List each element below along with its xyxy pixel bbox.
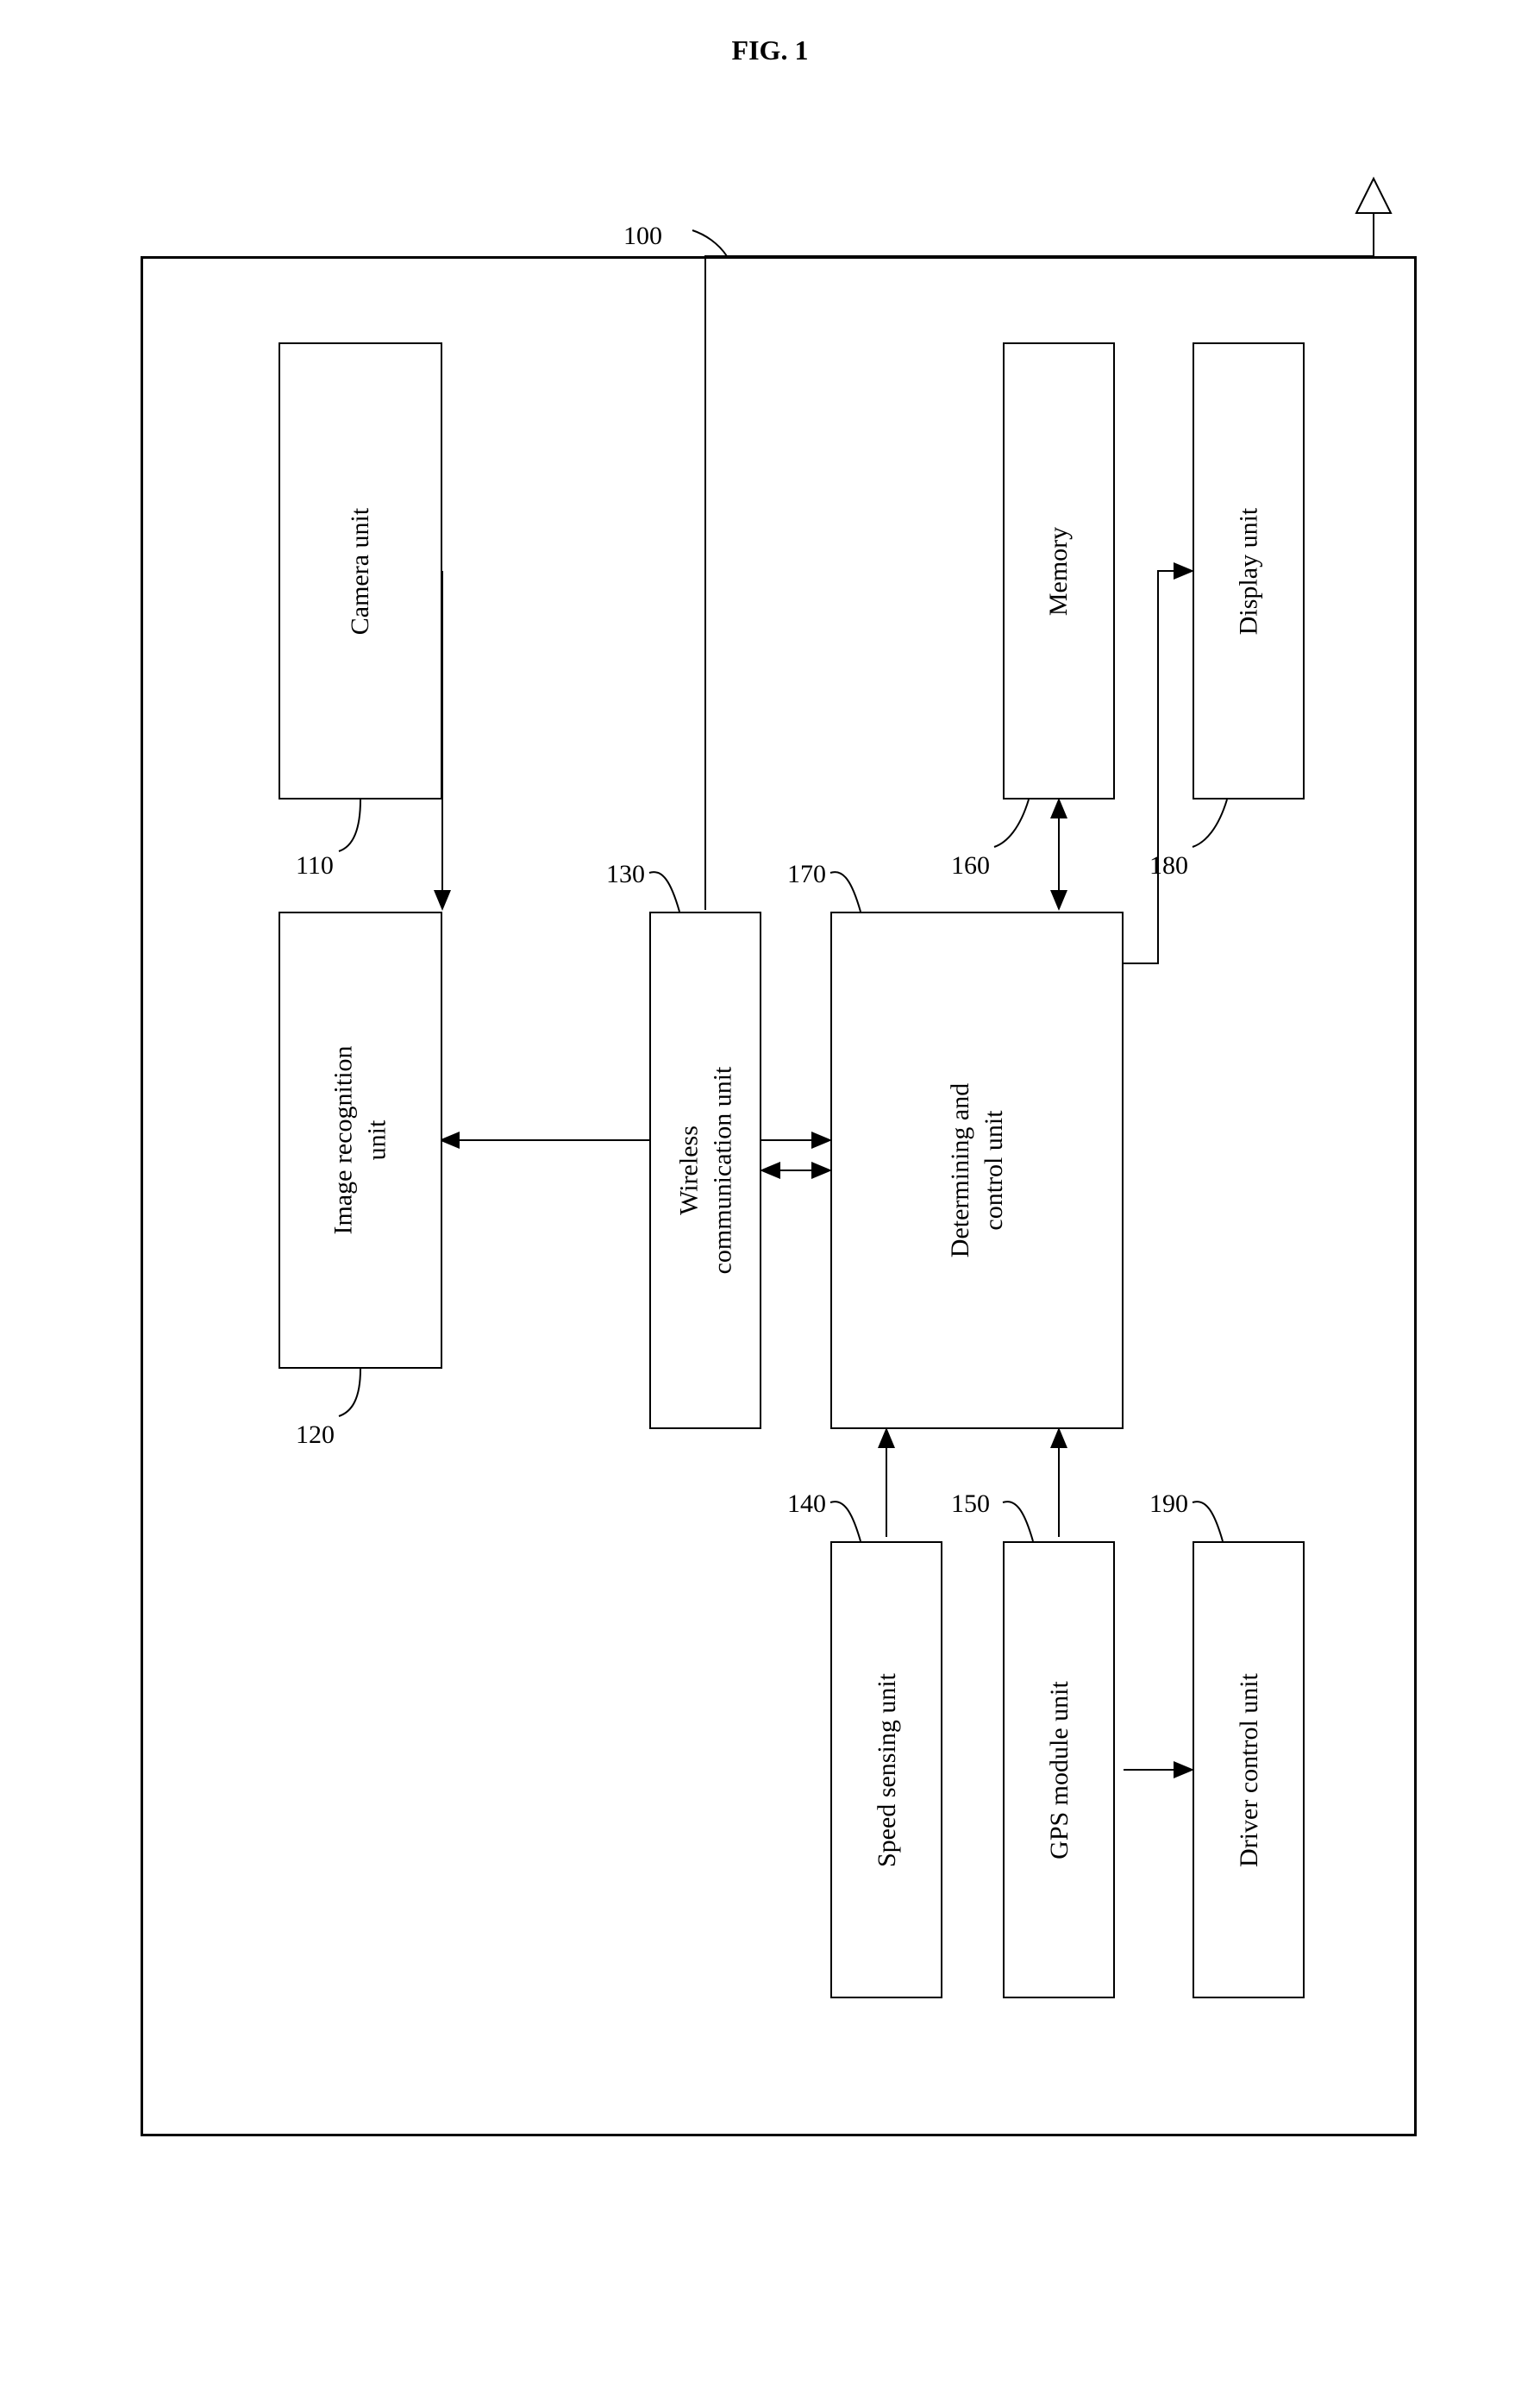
ref-label-100: 100	[623, 222, 662, 251]
node-driver: Driver control unit	[1193, 1541, 1305, 1998]
node-label-image: Image recognition unit	[327, 1045, 394, 1234]
node-memory: Memory	[1003, 342, 1115, 800]
node-label-camera: Camera unit	[343, 507, 377, 634]
node-label-driver: Driver control unit	[1232, 1673, 1266, 1867]
ref-label-130: 130	[606, 860, 645, 889]
ref-label-160: 160	[951, 851, 990, 881]
node-speed: Speed sensing unit	[830, 1541, 942, 1998]
ref-label-190: 190	[1149, 1489, 1188, 1519]
ref-label-140: 140	[787, 1489, 826, 1519]
node-wireless: Wireless communication unit	[649, 912, 761, 1429]
node-label-control: Determining and control unit	[943, 1083, 1011, 1257]
node-label-display: Display unit	[1232, 507, 1266, 635]
ref-label-170: 170	[787, 860, 826, 889]
antenna-icon	[1356, 179, 1391, 213]
node-camera: Camera unit	[279, 342, 442, 800]
node-label-wireless: Wireless communication unit	[672, 1067, 739, 1275]
ref-label-120: 120	[296, 1420, 335, 1450]
node-gps: GPS module unit	[1003, 1541, 1115, 1998]
node-control: Determining and control unit	[830, 912, 1124, 1429]
figure-title: FIG. 1	[34, 34, 1506, 66]
node-display: Display unit	[1193, 342, 1305, 800]
ref-label-110: 110	[296, 851, 334, 881]
node-label-gps: GPS module unit	[1042, 1681, 1076, 1859]
node-label-memory: Memory	[1042, 526, 1075, 615]
diagram-container: 100 Camera unit 110 Image recognition unit 1…	[37, 101, 1503, 2171]
node-label-speed: Speed sensing unit	[870, 1673, 904, 1867]
node-image: Image recognition unit	[279, 912, 442, 1369]
ref-label-180: 180	[1149, 851, 1188, 881]
ref-label-150: 150	[951, 1489, 990, 1519]
